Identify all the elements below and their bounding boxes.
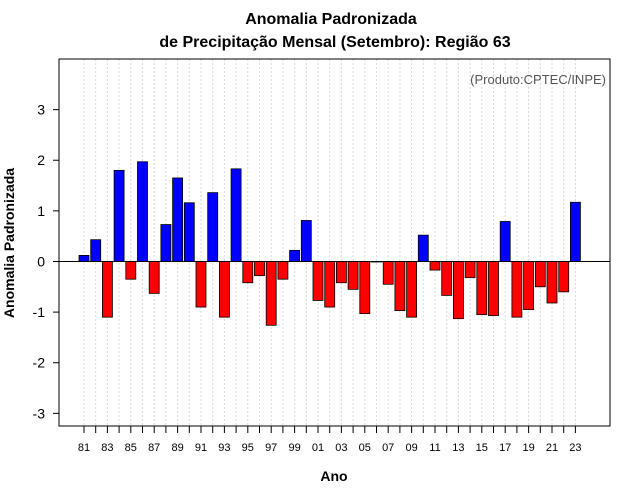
xtick-label-97: 97 bbox=[265, 442, 277, 454]
bar-11 bbox=[429, 261, 441, 271]
bar-88 bbox=[160, 224, 172, 262]
bar-83 bbox=[102, 261, 113, 318]
bar-95 bbox=[242, 261, 254, 284]
bar-10 bbox=[417, 234, 429, 262]
ytick-label--2: -2 bbox=[33, 355, 46, 371]
bars-group bbox=[78, 161, 581, 326]
bar-08 bbox=[394, 261, 406, 311]
bar-82 bbox=[90, 239, 102, 262]
xtick-label-83: 83 bbox=[101, 442, 113, 454]
bar-97 bbox=[265, 261, 277, 326]
vertical-gridlines bbox=[83, 59, 576, 426]
bar-98 bbox=[277, 261, 289, 280]
bar-87 bbox=[148, 261, 160, 294]
xtick-label-03: 03 bbox=[335, 442, 347, 454]
xtick-label-07: 07 bbox=[382, 442, 394, 454]
bar-00 bbox=[300, 220, 312, 262]
bar-22 bbox=[558, 261, 570, 293]
bar-93 bbox=[218, 261, 230, 318]
xtick-label-15: 15 bbox=[476, 442, 488, 454]
bar-13 bbox=[452, 261, 464, 320]
bar-94 bbox=[230, 168, 242, 262]
bar-17 bbox=[499, 221, 511, 262]
xtick-label-81: 81 bbox=[78, 442, 90, 454]
bar-89 bbox=[172, 177, 184, 262]
bar-16 bbox=[488, 261, 499, 317]
chart-subtitle: de Precipitação Mensal (Setembro): Regiã… bbox=[159, 34, 510, 51]
bar-14 bbox=[464, 261, 476, 279]
bar-01 bbox=[312, 261, 324, 301]
xtick-label-89: 89 bbox=[171, 442, 183, 454]
xtick-label-21: 21 bbox=[546, 442, 558, 454]
plot-frame bbox=[58, 58, 611, 427]
credit-label: (Produto:CPTEC/INPE) bbox=[470, 72, 606, 87]
bar-81 bbox=[78, 255, 90, 262]
bar-92 bbox=[207, 192, 219, 262]
bar-19 bbox=[523, 261, 534, 310]
xtick-label-13: 13 bbox=[452, 442, 464, 454]
x-axis: 81 83 85 87 89 91 93 95 97 99 01 03 05 07 09 11 13 15 17 19… bbox=[78, 426, 582, 454]
bar-20 bbox=[534, 261, 546, 288]
bar-23 bbox=[570, 201, 581, 262]
xtick-label-95: 95 bbox=[242, 442, 254, 454]
bar-15 bbox=[476, 261, 488, 316]
bar-85 bbox=[125, 261, 137, 280]
bar-12 bbox=[441, 261, 453, 296]
xtick-label-85: 85 bbox=[125, 442, 137, 454]
bar-21 bbox=[546, 261, 558, 304]
y-axis: -3 -2 -1 0 1 2 3 bbox=[33, 102, 59, 421]
ytick-label-1: 1 bbox=[37, 203, 45, 219]
xtick-label-23: 23 bbox=[569, 442, 581, 454]
ytick-label--1: -1 bbox=[33, 304, 46, 320]
bar-02 bbox=[324, 261, 336, 308]
bar-04 bbox=[347, 261, 359, 290]
xtick-label-91: 91 bbox=[195, 442, 207, 454]
ytick-label-3: 3 bbox=[37, 102, 45, 118]
xtick-label-93: 93 bbox=[218, 442, 230, 454]
x-axis-title: Ano bbox=[320, 468, 347, 484]
xtick-label-17: 17 bbox=[499, 442, 511, 454]
bar-84 bbox=[113, 169, 125, 262]
ytick-label-2: 2 bbox=[37, 152, 45, 168]
xtick-label-05: 05 bbox=[359, 442, 371, 454]
ytick-label-0: 0 bbox=[37, 253, 45, 269]
xtick-label-87: 87 bbox=[148, 442, 160, 454]
bar-03 bbox=[335, 261, 347, 284]
xtick-label-19: 19 bbox=[522, 442, 534, 454]
bar-86 bbox=[137, 161, 148, 262]
bar-99 bbox=[289, 249, 301, 262]
bar-91 bbox=[195, 261, 207, 308]
bar-96 bbox=[254, 261, 265, 277]
bar-09 bbox=[406, 261, 418, 318]
xtick-label-99: 99 bbox=[288, 442, 300, 454]
chart-title: Anomalia Padronizada bbox=[245, 11, 417, 28]
bar-05 bbox=[359, 261, 371, 315]
xtick-label-09: 09 bbox=[405, 442, 417, 454]
y-axis-title: Anomalia Padronizada bbox=[1, 168, 17, 318]
xtick-label-01: 01 bbox=[312, 442, 324, 454]
ytick-label--3: -3 bbox=[33, 405, 46, 421]
bar-07 bbox=[382, 261, 394, 285]
bar-18 bbox=[511, 261, 523, 318]
xtick-label-11: 11 bbox=[429, 442, 440, 454]
bar-90 bbox=[183, 202, 195, 262]
